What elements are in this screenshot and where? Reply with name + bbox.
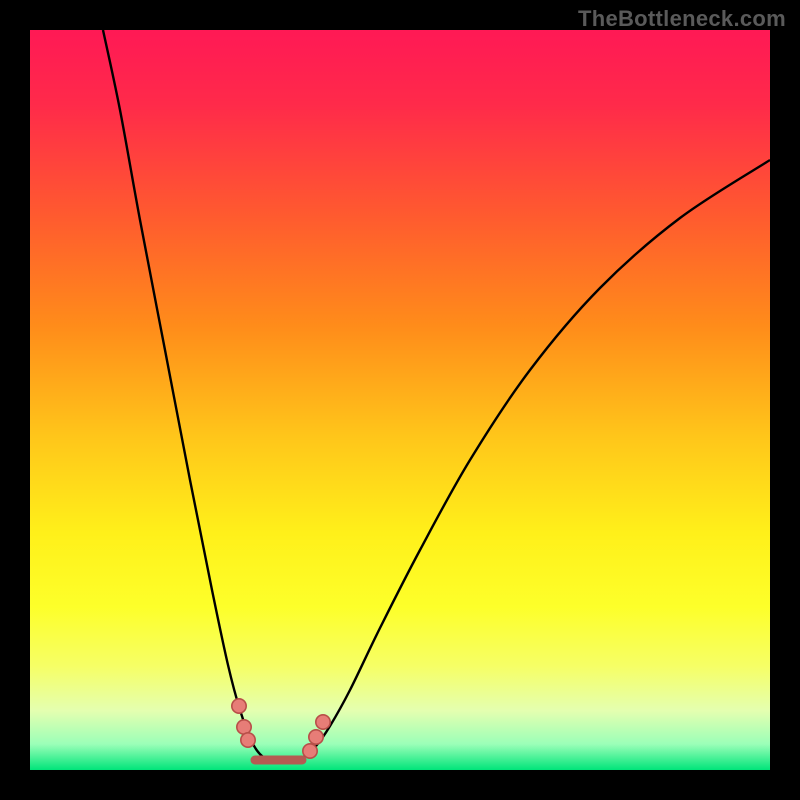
data-point-marker [309,730,323,744]
data-point-marker [232,699,246,713]
watermark-text: TheBottleneck.com [578,6,786,32]
chart-canvas: TheBottleneck.com [0,0,800,800]
data-point-marker [241,733,255,747]
data-point-marker [316,715,330,729]
data-point-marker [303,744,317,758]
plot-area-gradient-background [30,30,770,770]
data-point-marker [237,720,251,734]
bottleneck-chart-svg [0,0,800,800]
